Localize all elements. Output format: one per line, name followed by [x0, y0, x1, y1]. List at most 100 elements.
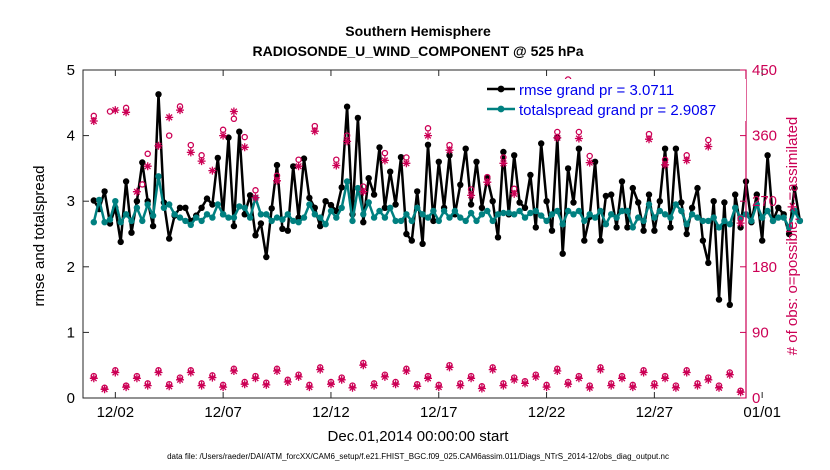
totalspread-point: [397, 217, 405, 225]
totalspread-point: [511, 211, 518, 218]
rmse-point: [338, 184, 345, 191]
legend-spread-label: totalspread grand pr = 2.9087: [519, 102, 716, 119]
totalspread-point: [640, 217, 647, 225]
totalspread-point: [117, 219, 124, 226]
totalspread-point: [726, 221, 733, 228]
rmse-point: [500, 148, 507, 156]
rmse-point: [128, 229, 135, 236]
possible-point: [139, 181, 146, 188]
totalspread-point: [360, 211, 367, 218]
rmse-point: [543, 198, 550, 205]
totalspread-point: [538, 212, 545, 219]
assimilated-low-point: [89, 374, 98, 383]
assimilated-point: [467, 191, 476, 200]
assimilated-low-point: [111, 368, 120, 377]
totalspread-point: [796, 217, 804, 225]
assimilated-low-point: [327, 380, 335, 389]
assimilated-low-point: [704, 375, 713, 384]
assimilated-low-point: [585, 383, 594, 392]
rmse-point: [640, 227, 647, 234]
totalspread-point: [521, 214, 529, 221]
rmse-point: [430, 217, 437, 225]
rmse-point: [149, 222, 157, 230]
totalspread-point: [236, 203, 243, 210]
y-axis-left: 0 1 2 3 4 5: [67, 62, 89, 407]
rmse-point: [737, 224, 744, 231]
assimilated-point: [553, 133, 562, 142]
y-tick-label: 0: [67, 390, 75, 407]
assimilated-point: [704, 142, 713, 151]
totalspread-point: [209, 214, 216, 221]
totalspread-point: [101, 219, 108, 226]
rmse-point: [90, 197, 98, 204]
rmse-point: [575, 145, 583, 152]
totalspread-point: [387, 204, 394, 211]
assimilated-low-point: [445, 363, 454, 372]
totalspread-point: [467, 209, 475, 217]
assimilated-low-point: [499, 381, 508, 390]
totalspread-point: [333, 214, 340, 221]
totalspread-point: [122, 211, 130, 218]
possible-point: [586, 152, 593, 160]
rmse-point: [117, 238, 124, 246]
rmse-point: [343, 103, 351, 110]
rmse-point: [122, 178, 130, 185]
totalspread-point: [705, 217, 712, 225]
totalspread-point: [683, 221, 690, 228]
totalspread-point: [500, 209, 507, 217]
rmse-point: [166, 235, 173, 242]
assimilated-low-point: [359, 361, 368, 370]
rmse-point: [764, 152, 771, 159]
assimilated-low-point: [607, 381, 616, 390]
totalspread-point: [753, 201, 760, 208]
rmse-point: [457, 181, 464, 188]
possible-point: [381, 149, 389, 157]
assimilated-low-point: [316, 365, 325, 374]
assimilated-low-point: [725, 370, 734, 379]
totalspread-point: [370, 214, 378, 221]
totalspread-point: [505, 209, 512, 217]
totalspread-point: [300, 214, 308, 221]
totalspread-point: [182, 217, 189, 225]
totalspread-point: [688, 211, 696, 218]
assimilated-point: [89, 117, 98, 125]
assimilated-point: [154, 141, 163, 150]
totalspread-point: [155, 173, 162, 180]
rmse-point: [678, 199, 685, 206]
rmse-point: [214, 154, 221, 162]
rmse-point: [414, 188, 421, 195]
totalspread-point: [166, 201, 173, 208]
assimilated-low-point: [488, 365, 497, 374]
possible-point: [165, 132, 173, 139]
assimilated-point: [585, 158, 594, 167]
totalspread-point: [656, 207, 663, 215]
assimilated-low-point: [165, 382, 174, 391]
totalspread-point: [306, 201, 313, 208]
x-tick-label: 12/02: [97, 404, 135, 421]
rmse-point: [521, 204, 529, 211]
assimilated-low-point: [456, 381, 465, 390]
x-tick-label: 12/07: [204, 404, 242, 421]
y2-tick-label: 450: [752, 62, 777, 79]
totalspread-point: [624, 207, 631, 215]
rmse-point: [667, 224, 674, 231]
plot-background: [83, 70, 746, 398]
rmse-point: [732, 191, 739, 198]
rmse-point: [759, 237, 766, 244]
rmse-point: [602, 192, 610, 200]
assimilated-low-point: [337, 375, 346, 384]
rmse-point: [397, 154, 405, 161]
totalspread-point: [780, 214, 787, 221]
totalspread-point: [748, 217, 755, 225]
assimilated-point: [273, 176, 281, 185]
assimilated-point: [208, 166, 217, 175]
possible-point: [106, 108, 114, 115]
assimilated-low-point: [574, 374, 583, 383]
y2-tick-label: 180: [752, 259, 777, 276]
totalspread-point: [171, 211, 178, 218]
footnote: data file: /Users/raeder/DAI/ATM_forcXX/…: [167, 452, 669, 461]
rmse-point: [257, 220, 265, 227]
rmse-point: [370, 191, 378, 198]
rmse-point: [635, 199, 642, 206]
rmse-point: [290, 163, 297, 170]
